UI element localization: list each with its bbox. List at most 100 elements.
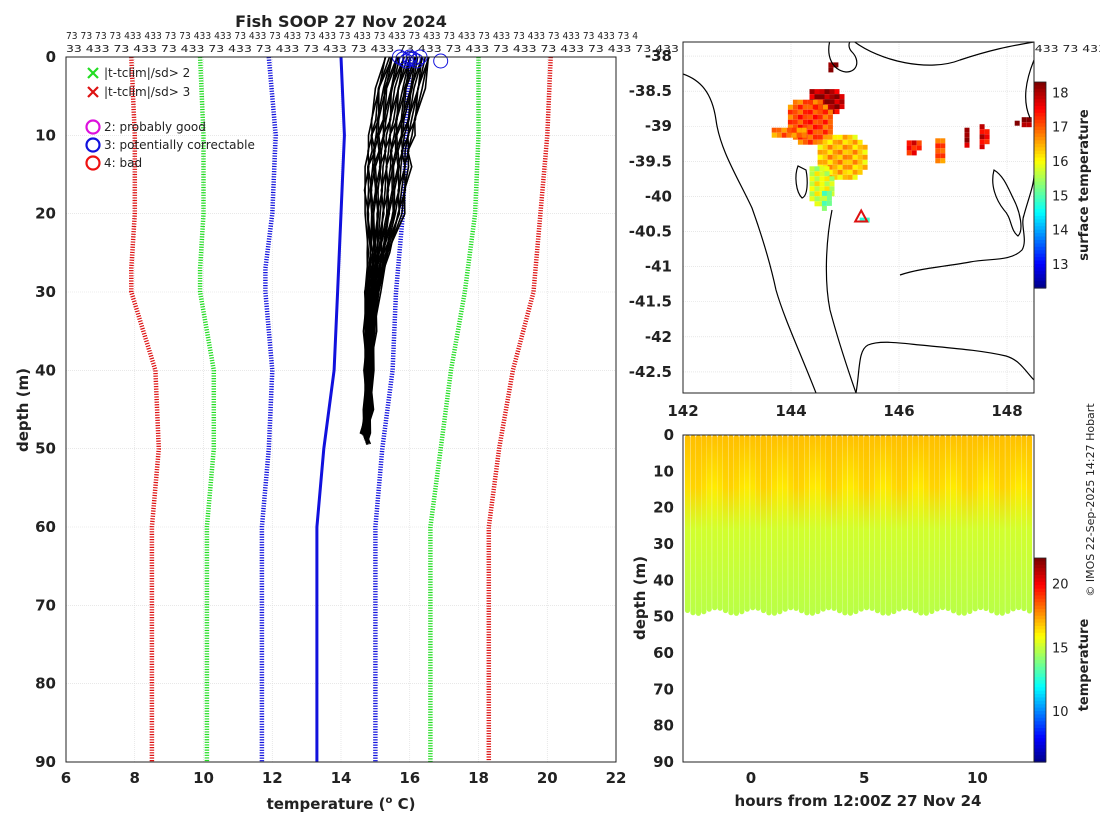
cast-column <box>912 435 919 614</box>
sst-pixel <box>847 149 853 155</box>
legend-label: 4: bad <box>104 156 142 170</box>
time-depth-xtick-label: 0 <box>746 769 756 787</box>
cast-column <box>722 435 729 614</box>
cast-column <box>760 435 767 614</box>
sst-pixel <box>829 181 835 187</box>
colorbar-step <box>1034 281 1046 286</box>
map-xtick-label: 146 <box>883 402 914 420</box>
sst-pixel <box>786 127 792 133</box>
cast-column <box>978 435 984 611</box>
cast-column <box>896 435 902 612</box>
sst-pixel <box>819 171 825 177</box>
sst-pixel <box>792 119 798 125</box>
sst-pixel <box>834 94 840 100</box>
time-depth-ticks: 0 5 10 0 10 20 30 40 50 60 70 80 90 <box>653 426 988 787</box>
sst-pixel <box>857 149 863 155</box>
sst-pixel <box>842 169 848 175</box>
colorbar-step <box>1034 558 1046 562</box>
sst-pixel <box>852 159 858 165</box>
cast-column <box>923 435 929 616</box>
sst-pixel <box>822 114 828 120</box>
sst-pixel <box>940 158 946 164</box>
colorbar-step <box>1034 284 1046 289</box>
sst-pixel <box>834 89 840 95</box>
colorbar-tick-label: 10 <box>1052 705 1069 720</box>
cast-column <box>777 435 783 615</box>
sst-pixel <box>802 99 808 105</box>
sst-pixel <box>812 134 818 140</box>
colorbar-step <box>1034 568 1046 573</box>
colorbar-step <box>1034 714 1046 719</box>
sst-pixel <box>791 132 797 138</box>
cast-column <box>956 435 962 616</box>
figure-title: Fish SOOP 27 Nov 2024 <box>235 12 447 31</box>
legend-circle-marker <box>85 137 101 153</box>
colorbar-step <box>1034 564 1046 569</box>
colorbar-step <box>1034 721 1046 726</box>
cast-column <box>940 435 946 611</box>
sst-pixel <box>809 186 815 192</box>
sst-pixel <box>802 114 808 120</box>
colorbar-step <box>1034 126 1046 131</box>
sst-pixel <box>827 159 833 165</box>
sst-pixel <box>817 139 823 145</box>
map-ytick-label: -40.5 <box>629 223 672 241</box>
time-depth-casts <box>684 435 1033 616</box>
sst-pixel <box>829 94 835 100</box>
sst-pixel <box>792 124 798 130</box>
sst-pixel <box>821 205 827 211</box>
profile-ytick-label: 30 <box>35 283 56 301</box>
sst-pixel <box>832 159 838 165</box>
sst-pixel <box>822 139 828 145</box>
colorbar-step <box>1034 592 1046 596</box>
sst-pixel <box>791 127 797 133</box>
sst-pixel <box>832 144 838 150</box>
cast-column <box>907 435 913 611</box>
profile-xtick-label: 10 <box>193 769 214 787</box>
sst-pixel <box>852 149 858 155</box>
colorbar-step <box>1034 677 1046 681</box>
sst-pixel <box>842 164 848 170</box>
sst-pixel <box>827 114 833 120</box>
colorbar-step <box>1034 734 1046 739</box>
sst-pixel <box>819 89 825 95</box>
cast-column <box>750 435 756 611</box>
colorbar-step <box>1034 707 1046 712</box>
colorbar-step <box>1034 202 1046 207</box>
colorbar-step <box>1034 174 1046 179</box>
sst-pixel <box>827 124 833 130</box>
sst-pixel <box>807 104 813 110</box>
cast-column <box>815 435 821 615</box>
cast-column <box>1026 435 1033 614</box>
colorbar-step <box>1034 649 1046 654</box>
profile-xtick-label: 8 <box>130 769 140 787</box>
map-colorbar: 13 14 15 16 17 18 <box>1033 81 1069 289</box>
sst-pixel <box>801 132 807 138</box>
sst-pixel <box>842 134 848 140</box>
colorbar-step <box>1034 130 1046 135</box>
colorbar-step <box>1034 609 1046 613</box>
cast-column <box>744 435 750 612</box>
colorbar-step <box>1034 157 1046 162</box>
sst-pixel <box>935 138 941 144</box>
colorbar-step <box>1034 571 1046 576</box>
sst-pixel <box>787 104 793 110</box>
sst-pixel <box>807 129 813 135</box>
sst-pixel <box>842 144 848 150</box>
legend-label: 3: potentially correctable <box>104 138 255 152</box>
time-depth-panel: 0 5 10 0 10 20 30 40 50 60 70 80 90 10 15 20 hours fro… <box>631 426 1092 810</box>
map-ytick-label: -42 <box>645 328 672 346</box>
profile-xlabel: temperature (o C) <box>267 795 416 813</box>
sst-pixel <box>940 138 946 144</box>
cast-column <box>804 435 810 616</box>
map-ytick-label: -38 <box>645 47 672 65</box>
colorbar-step <box>1034 666 1046 671</box>
profile-series-line <box>129 56 162 762</box>
sst-pixel <box>859 217 865 223</box>
flag-row-2: 33 433 73 433 73 433 73 433 73 433 73 43… <box>66 44 1100 55</box>
sst-pixel <box>822 154 828 160</box>
profile-xtick-label: 22 <box>606 769 627 787</box>
sst-pixel <box>964 132 970 138</box>
sst-pixel <box>857 139 863 145</box>
